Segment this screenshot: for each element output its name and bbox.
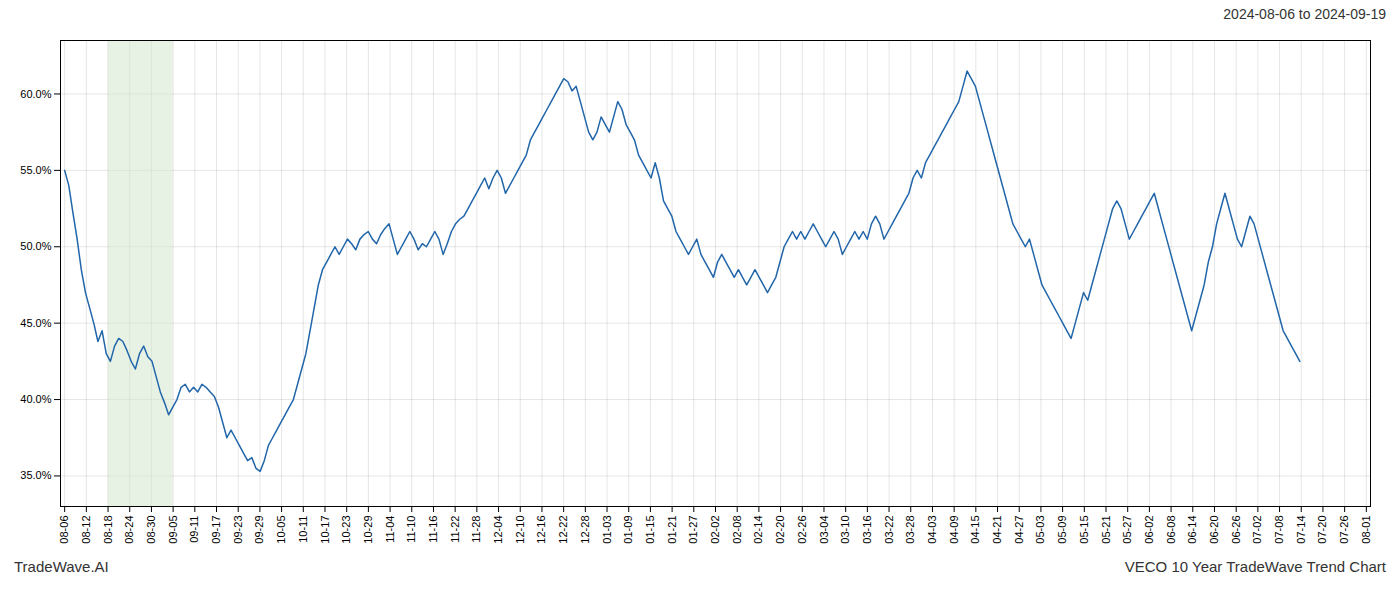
svg-text:11-04: 11-04 (384, 516, 396, 543)
svg-text:10-29: 10-29 (362, 516, 374, 544)
svg-text:55.0%: 55.0% (20, 164, 51, 176)
svg-text:05-09: 05-09 (1056, 516, 1068, 544)
svg-text:03-22: 03-22 (883, 516, 895, 544)
svg-text:40.0%: 40.0% (20, 393, 51, 405)
svg-text:07-14: 07-14 (1295, 516, 1307, 544)
svg-text:04-15: 04-15 (969, 516, 981, 544)
html-text:2024-08-06 to 2024-09-19: 2024-08-06 to 2024-09-19 (1223, 6, 1386, 22)
svg-text:05-27: 05-27 (1121, 516, 1133, 544)
svg-text:05-15: 05-15 (1078, 516, 1090, 544)
svg-text:10-23: 10-23 (340, 516, 352, 544)
svg-text:08-12: 08-12 (80, 516, 92, 544)
svg-text:09-29: 09-29 (253, 516, 265, 544)
svg-text:08-01: 08-01 (1360, 516, 1372, 544)
svg-text:06-26: 06-26 (1230, 516, 1242, 544)
svg-text:11-10: 11-10 (405, 516, 417, 543)
svg-text:10-05: 10-05 (275, 516, 287, 544)
svg-text:09-11: 09-11 (188, 516, 200, 543)
svg-text:06-02: 06-02 (1143, 516, 1155, 544)
svg-text:08-06: 08-06 (58, 516, 70, 544)
svg-text:02-14: 02-14 (752, 516, 764, 544)
svg-text:06-14: 06-14 (1186, 516, 1198, 544)
svg-text:60.0%: 60.0% (20, 87, 51, 99)
svg-text:02-08: 02-08 (731, 516, 743, 544)
svg-text:03-04: 03-04 (817, 516, 829, 544)
svg-text:07-20: 07-20 (1316, 516, 1328, 544)
svg-text:08-24: 08-24 (123, 516, 135, 544)
svg-text:03-28: 03-28 (904, 516, 916, 544)
svg-text:09-05: 09-05 (167, 516, 179, 544)
svg-text:02-26: 02-26 (796, 516, 808, 544)
svg-text:07-02: 07-02 (1251, 516, 1263, 544)
svg-text:07-08: 07-08 (1273, 516, 1285, 544)
svg-text:01-03: 01-03 (601, 516, 613, 544)
svg-text:12-28: 12-28 (579, 516, 591, 544)
svg-text:04-03: 04-03 (926, 516, 938, 544)
svg-text:03-10: 03-10 (839, 516, 851, 544)
svg-text:11-16: 11-16 (427, 516, 439, 543)
svg-text:12-10: 12-10 (514, 516, 526, 544)
svg-text:50.0%: 50.0% (20, 240, 51, 252)
svg-text:02-20: 02-20 (774, 516, 786, 544)
svg-text:11-22: 11-22 (449, 516, 461, 543)
svg-text:04-27: 04-27 (1013, 516, 1025, 544)
html-text:VECO 10 Year TradeWave Trend C: VECO 10 Year TradeWave Trend Chart (1124, 558, 1386, 575)
svg-text:08-18: 08-18 (102, 516, 114, 544)
svg-text:12-16: 12-16 (535, 516, 547, 544)
svg-text:09-23: 09-23 (232, 516, 244, 544)
svg-text:12-04: 12-04 (492, 516, 504, 544)
svg-text:07-26: 07-26 (1338, 516, 1350, 544)
svg-text:02-02: 02-02 (709, 516, 721, 544)
svg-text:12-22: 12-22 (557, 516, 569, 544)
svg-text:10-11: 10-11 (297, 516, 309, 543)
svg-text:01-15: 01-15 (644, 516, 656, 544)
svg-text:05-21: 05-21 (1100, 516, 1112, 544)
svg-text:01-27: 01-27 (687, 516, 699, 544)
svg-text:09-17: 09-17 (210, 516, 222, 544)
svg-text:03-16: 03-16 (861, 516, 873, 544)
svg-text:01-09: 01-09 (622, 516, 634, 544)
svg-text:35.0%: 35.0% (20, 469, 51, 481)
svg-text:11-28: 11-28 (470, 516, 482, 543)
svg-text:01-21: 01-21 (666, 516, 678, 544)
svg-text:45.0%: 45.0% (20, 317, 51, 329)
html-text:TradeWave.AI: TradeWave.AI (14, 558, 109, 575)
svg-text:05-03: 05-03 (1034, 516, 1046, 544)
svg-text:04-21: 04-21 (991, 516, 1003, 544)
svg-text:08-30: 08-30 (145, 516, 157, 544)
svg-text:10-17: 10-17 (319, 516, 331, 544)
svg-text:04-09: 04-09 (948, 516, 960, 544)
svg-text:06-08: 06-08 (1165, 516, 1177, 544)
svg-text:06-20: 06-20 (1208, 516, 1220, 544)
